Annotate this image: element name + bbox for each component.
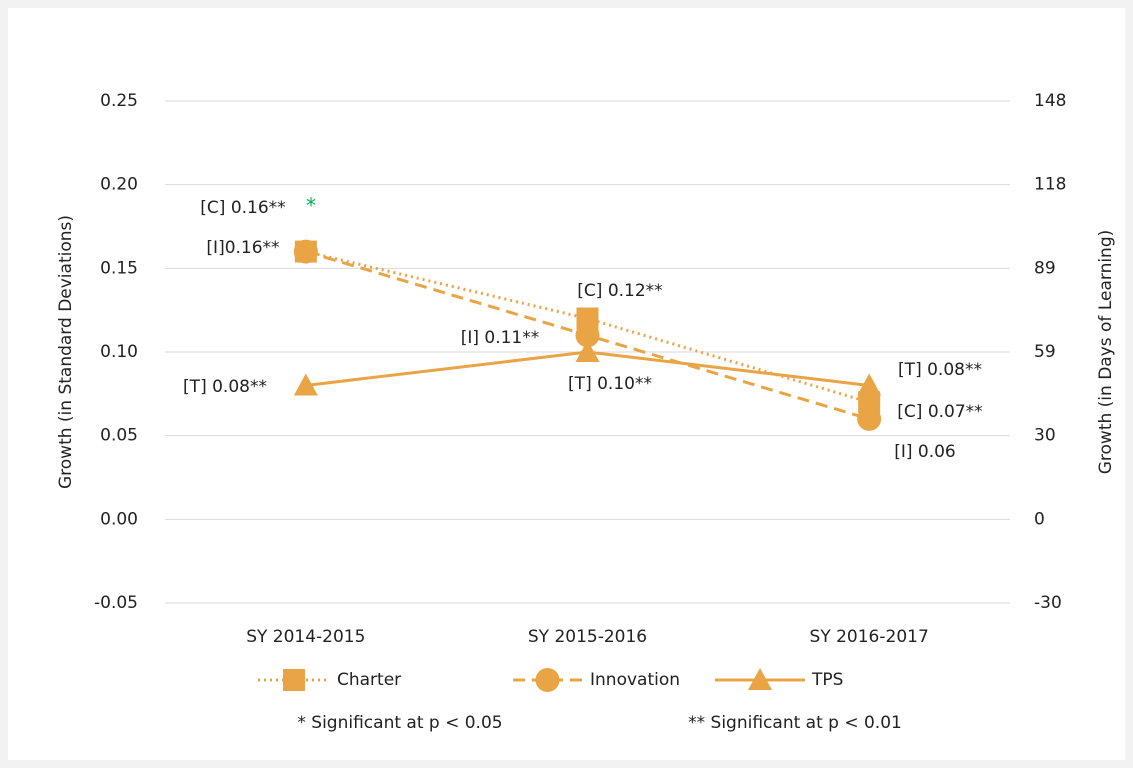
marker [857, 406, 882, 431]
y-tick-label: -0.05 [94, 593, 138, 613]
y2-axis-title: Growth (in Days of Learning) [1096, 230, 1116, 475]
marker [535, 668, 560, 692]
data-label: [C] 0.12** [577, 281, 662, 301]
y2-tick-label: 148 [1034, 91, 1066, 111]
y-tick-label: 0.05 [100, 426, 138, 446]
data-label: [T] 0.08** [183, 377, 267, 397]
marker [748, 668, 772, 690]
chart-background [8, 8, 1125, 760]
marker [293, 373, 318, 396]
marker [576, 307, 599, 330]
data-label: [C] 0.16** [200, 198, 285, 218]
y-tick-label: 0.20 [100, 175, 138, 195]
marker [858, 391, 881, 414]
marker [283, 669, 305, 691]
marker [575, 340, 600, 362]
data-label: [I] 0.06 [894, 442, 956, 462]
footnote: ** Significant at p < 0.01 [688, 713, 902, 733]
y-tick-label: 0.00 [100, 509, 138, 529]
data-label: [I]0.16** [206, 238, 279, 258]
x-tick-label: SY 2015-2016 [528, 627, 647, 647]
y2-tick-label: 118 [1034, 175, 1066, 195]
y2-tick-label: 89 [1034, 258, 1056, 278]
marker [293, 239, 318, 264]
data-label: [C] 0.07** [897, 402, 982, 422]
marker [857, 373, 882, 396]
y2-tick-label: -30 [1034, 593, 1062, 613]
y2-tick-label: 30 [1034, 426, 1056, 446]
y-axis-title: Growth (in Standard Deviations) [56, 215, 76, 489]
y-tick-label: 0.15 [100, 258, 138, 278]
y2-tick-label: 59 [1034, 342, 1056, 362]
footnote: * Significant at p < 0.05 [297, 713, 502, 733]
y-tick-label: 0.25 [100, 91, 138, 111]
data-label: [T] 0.10** [568, 374, 652, 394]
annotation: * [306, 194, 316, 218]
data-label: [T] 0.08** [898, 360, 982, 380]
y-tick-label: 0.10 [100, 342, 138, 362]
data-label: [I] 0.11** [461, 328, 540, 348]
x-tick-label: SY 2014-2015 [246, 627, 365, 647]
marker [575, 323, 600, 348]
legend-label: TPS [811, 670, 843, 690]
y2-tick-label: 0 [1034, 509, 1045, 529]
legend-label: Charter [337, 670, 401, 690]
legend-label: Innovation [590, 670, 680, 690]
x-tick-label: SY 2016-2017 [810, 627, 929, 647]
